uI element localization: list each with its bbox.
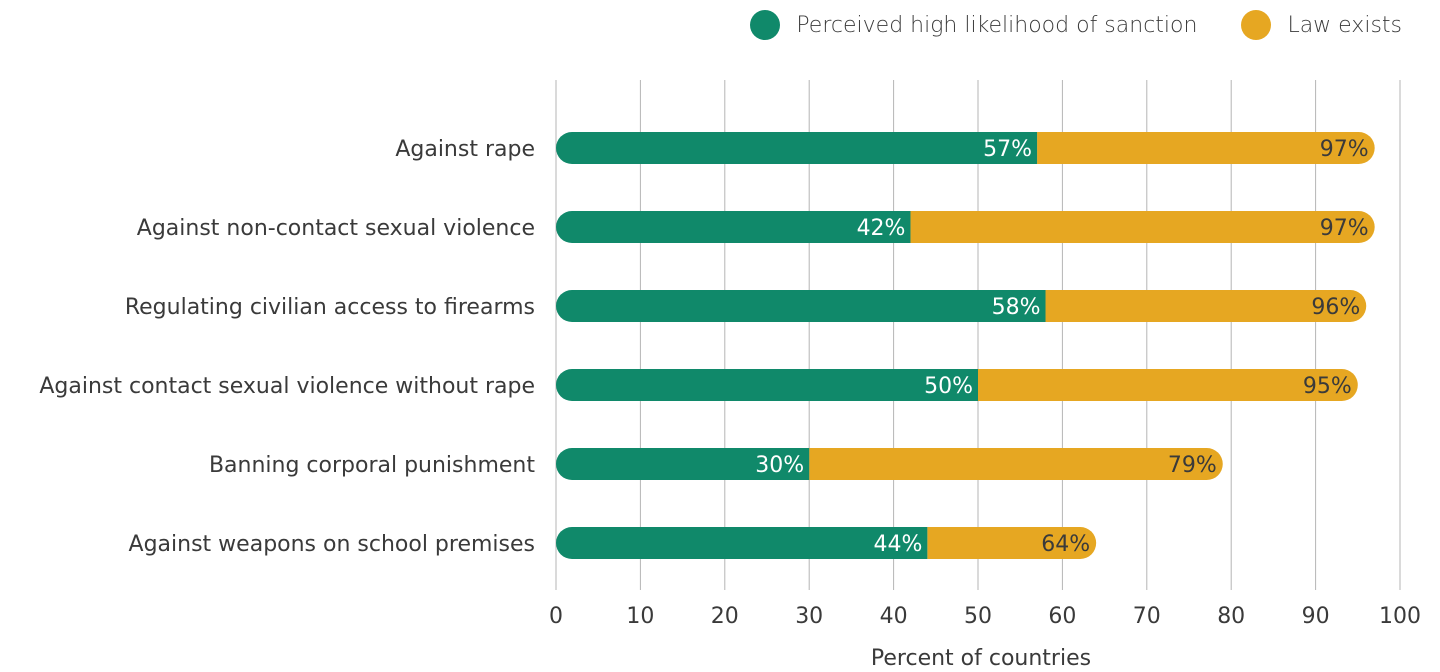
bar-law-exists bbox=[809, 448, 1223, 480]
data-label-sanction: 57% bbox=[983, 137, 1032, 162]
category-labels: Against rape Against non-contact sexual v… bbox=[39, 137, 535, 557]
bar-law-exists bbox=[978, 369, 1358, 401]
data-label-sanction: 50% bbox=[924, 374, 973, 399]
bar-law-exists bbox=[927, 527, 1097, 559]
x-axis-title: Percent of countries bbox=[871, 646, 1091, 671]
data-label-law: 96% bbox=[1311, 295, 1360, 320]
legend-label-law: Law exists bbox=[1287, 12, 1402, 38]
bar-sanction bbox=[556, 448, 810, 480]
legend-item-sanction: Perceived high likelihood of sanction bbox=[750, 10, 1197, 40]
x-tick-label: 10 bbox=[626, 604, 654, 629]
x-tick-label: 60 bbox=[1048, 604, 1076, 629]
category-label: Regulating civilian access to firearms bbox=[125, 295, 535, 320]
bar-sanction bbox=[556, 211, 911, 243]
data-label-sanction: 44% bbox=[873, 532, 922, 557]
bar-sanction bbox=[556, 527, 928, 559]
x-tick-label: 30 bbox=[795, 604, 823, 629]
bars: 57% 97% 42% 97% 58% 96% 50% 95% 30% 79% 44% 64% bbox=[556, 132, 1375, 559]
legend: Perceived high likelihood of sanction La… bbox=[706, 10, 1402, 40]
category-label: Against non-contact sexual violence bbox=[137, 216, 535, 241]
x-tick-label: 100 bbox=[1379, 604, 1421, 629]
data-label-sanction: 30% bbox=[755, 453, 804, 478]
x-tick-label: 40 bbox=[880, 604, 908, 629]
data-label-law: 64% bbox=[1041, 532, 1090, 557]
category-label: Against rape bbox=[395, 137, 535, 162]
legend-swatch-sanction bbox=[750, 10, 781, 40]
data-label-law: 95% bbox=[1303, 374, 1352, 399]
category-label: Against contact sexual violence without … bbox=[39, 374, 535, 399]
category-label: Against weapons on school premises bbox=[129, 532, 535, 557]
legend-label-sanction: Perceived high likelihood of sanction bbox=[796, 12, 1198, 38]
category-label: Banning corporal punishment bbox=[209, 453, 535, 478]
x-tick-label: 20 bbox=[711, 604, 739, 629]
x-tick-label: 0 bbox=[549, 604, 563, 629]
bar-sanction bbox=[556, 132, 1038, 164]
data-label-law: 79% bbox=[1168, 453, 1217, 478]
data-label-sanction: 42% bbox=[857, 216, 906, 241]
gridlines bbox=[555, 80, 1401, 590]
data-label-law: 97% bbox=[1320, 216, 1369, 241]
tick-labels: 0 10 20 30 40 50 60 70 80 90 100 bbox=[549, 604, 1421, 629]
legend-swatch-law bbox=[1241, 10, 1272, 40]
bar-sanction bbox=[556, 369, 978, 401]
x-tick-label: 70 bbox=[1133, 604, 1161, 629]
bar-law-exists bbox=[1045, 290, 1367, 322]
bar-sanction bbox=[556, 290, 1046, 322]
x-tick-label: 80 bbox=[1217, 604, 1245, 629]
x-tick-label: 50 bbox=[964, 604, 992, 629]
legend-item-law: Law exists bbox=[1241, 10, 1402, 40]
bar-law-exists bbox=[910, 211, 1375, 243]
x-tick-label: 90 bbox=[1302, 604, 1330, 629]
bar-law-exists bbox=[1037, 132, 1375, 164]
data-label-law: 97% bbox=[1320, 137, 1369, 162]
data-label-sanction: 58% bbox=[992, 295, 1041, 320]
